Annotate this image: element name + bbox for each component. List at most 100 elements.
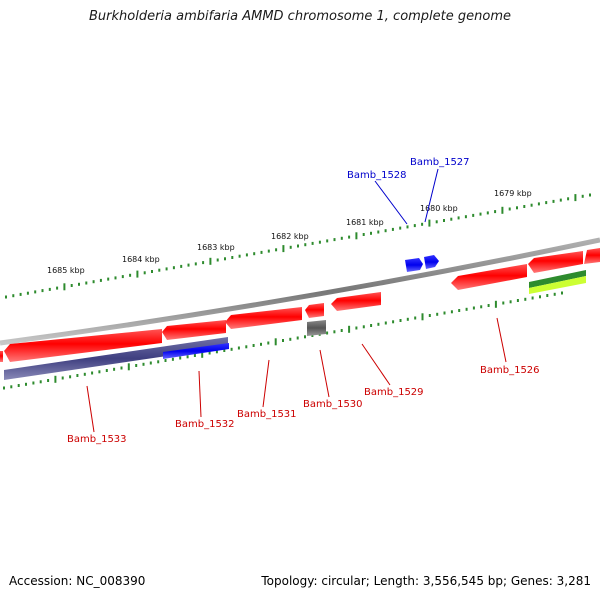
accession-text: Accession: NC_008390 <box>9 574 146 588</box>
kbp-label-1684: 1684 kbp <box>122 255 160 264</box>
upper-scale-minor-tick <box>457 216 460 220</box>
upper-scale-minor-tick <box>289 245 292 249</box>
upper-scale-minor-tick <box>70 284 73 287</box>
upper-scale-major-tick <box>63 283 66 291</box>
lower-scale-minor-tick <box>193 354 196 357</box>
lower-scale-minor-tick <box>223 349 226 352</box>
lower-scale-minor-tick <box>164 359 167 362</box>
gene-bamb-1532[interactable] <box>162 320 226 340</box>
lower-scale-minor-tick <box>414 316 417 320</box>
gene-bamb-1529[interactable] <box>331 292 381 311</box>
genome-backbone <box>0 237 600 346</box>
upper-scale-minor-tick <box>340 236 343 240</box>
upper-scale-minor-tick <box>589 193 591 197</box>
gene-left-edge[interactable] <box>0 351 3 362</box>
lower-scale-minor-tick <box>149 361 152 365</box>
lower-scale-minor-tick <box>69 375 72 379</box>
lower-scale-minor-tick <box>304 335 306 339</box>
leader-bamb-1531 <box>262 359 270 408</box>
gene-bamb-1526[interactable] <box>451 264 527 290</box>
upper-scale-minor-tick <box>275 248 278 252</box>
upper-scale-minor-tick <box>450 217 453 221</box>
lower-scale-minor-tick <box>267 341 270 345</box>
kbp-label-1683: 1683 kbp <box>197 243 235 252</box>
lower-scale-minor-tick <box>326 331 329 335</box>
gene-bamb-1530[interactable] <box>305 303 324 318</box>
upper-scale-minor-tick <box>129 273 132 277</box>
upper-scale-minor-tick <box>406 225 409 229</box>
upper-scale-minor-tick <box>333 238 336 242</box>
label-bamb-1527: Bamb_1527 <box>410 157 470 168</box>
lower-scale-minor-tick <box>142 362 145 366</box>
lower-scale-minor-tick <box>171 357 174 361</box>
upper-scale-minor-tick <box>99 278 102 282</box>
lower-scale-minor-tick <box>502 301 505 305</box>
lower-scale-minor-tick <box>260 342 262 346</box>
upper-scale-minor-tick <box>143 271 146 275</box>
upper-scale-minor-tick <box>479 212 482 216</box>
lower-scale-minor-tick <box>531 296 534 300</box>
lower-tick-row <box>3 291 563 390</box>
feature-lime-bar <box>529 276 586 294</box>
lower-scale-minor-tick <box>428 314 431 317</box>
leader-bamb-1529 <box>361 343 391 386</box>
kbp-label-1680: 1680 kbp <box>420 204 458 213</box>
feature-purple-bar <box>4 337 228 380</box>
upper-scale-minor-tick <box>552 199 555 203</box>
gene-bamb-1527[interactable] <box>424 255 439 269</box>
upper-scale-minor-tick <box>231 256 234 259</box>
upper-scale-minor-tick <box>34 290 37 294</box>
leader-bamb-1532 <box>198 370 202 418</box>
lower-scale-minor-tick <box>443 311 446 315</box>
upper-scale-minor-tick <box>530 203 533 207</box>
lower-scale-minor-tick <box>230 347 233 351</box>
upper-scale-minor-tick <box>377 230 380 234</box>
upper-scale-minor-tick <box>165 267 168 271</box>
lower-scale-minor-tick <box>333 330 336 334</box>
upper-scale-minor-tick <box>326 239 329 243</box>
lower-scale-minor-tick <box>296 336 299 340</box>
lower-scale-major-tick <box>348 325 351 333</box>
gene-bamb-1531[interactable] <box>225 307 302 329</box>
upper-scale-minor-tick <box>245 253 248 257</box>
upper-scale-minor-tick <box>194 262 197 266</box>
upper-scale-minor-tick <box>559 198 562 202</box>
upper-scale-minor-tick <box>224 257 226 261</box>
gene-bamb-1528[interactable] <box>405 258 423 272</box>
upper-scale-minor-tick <box>216 258 219 262</box>
upper-scale-minor-tick <box>41 289 44 293</box>
lower-scale-minor-tick <box>98 370 101 374</box>
upper-scale-minor-tick <box>311 241 314 245</box>
lower-scale-minor-tick <box>120 366 123 370</box>
upper-tick-row <box>5 193 591 299</box>
gene-bamb-1533[interactable] <box>4 329 162 362</box>
label-bamb-1532: Bamb_1532 <box>175 419 235 430</box>
upper-scale-minor-tick <box>523 205 526 208</box>
leader-bamb-1527 <box>424 168 439 223</box>
upper-scale-minor-tick <box>5 295 7 299</box>
upper-scale-minor-tick <box>413 224 416 228</box>
upper-scale-major-tick <box>136 270 139 278</box>
gene-reverse-right[interactable] <box>528 251 583 273</box>
upper-scale-minor-tick <box>121 275 124 279</box>
upper-scale-major-tick <box>355 232 358 240</box>
lower-scale-minor-tick <box>546 294 549 297</box>
gene-forward-right[interactable] <box>584 248 600 264</box>
upper-scale-minor-tick <box>384 229 387 233</box>
lower-scale-minor-tick <box>47 379 50 382</box>
lower-scale-minor-tick <box>10 385 13 389</box>
lower-scale-minor-tick <box>91 371 94 375</box>
upper-scale-minor-tick <box>443 219 445 222</box>
lower-scale-major-tick <box>54 375 57 383</box>
upper-scale-major-tick <box>428 219 431 227</box>
lower-scale-minor-tick <box>370 324 373 327</box>
lower-scale-minor-tick <box>32 381 35 385</box>
upper-scale-minor-tick <box>486 211 489 215</box>
lower-scale-minor-tick <box>458 309 461 312</box>
lower-scale-minor-tick <box>539 295 541 299</box>
lower-scale-minor-tick <box>105 369 108 372</box>
upper-scale-minor-tick <box>260 250 263 254</box>
upper-scale-minor-tick <box>304 243 307 247</box>
lower-scale-minor-tick <box>509 300 512 304</box>
